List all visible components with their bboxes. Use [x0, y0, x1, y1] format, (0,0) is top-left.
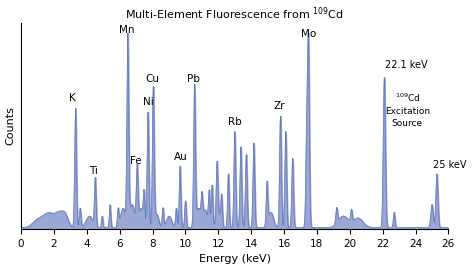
Text: Cu: Cu: [146, 74, 160, 84]
Text: Pb: Pb: [187, 74, 200, 84]
Title: Multi-Element Fluorescence from $^{109}$Cd: Multi-Element Fluorescence from $^{109}$…: [126, 6, 344, 22]
Text: 22.1 keV: 22.1 keV: [385, 60, 428, 70]
Y-axis label: Counts: Counts: [6, 107, 16, 146]
Text: Au: Au: [173, 152, 187, 162]
Text: Mn: Mn: [118, 25, 134, 35]
Text: Ni: Ni: [143, 97, 154, 107]
Text: Ti: Ti: [89, 166, 98, 176]
Text: Mo: Mo: [301, 29, 316, 39]
X-axis label: Energy (keV): Energy (keV): [199, 254, 271, 264]
Text: $^{109}$Cd
Excitation
Source: $^{109}$Cd Excitation Source: [385, 92, 430, 128]
Text: Rb: Rb: [228, 117, 242, 127]
Text: 25 keV: 25 keV: [433, 160, 466, 170]
Text: K: K: [69, 93, 75, 103]
Text: Fe: Fe: [130, 156, 142, 166]
Text: Zr: Zr: [273, 101, 285, 111]
